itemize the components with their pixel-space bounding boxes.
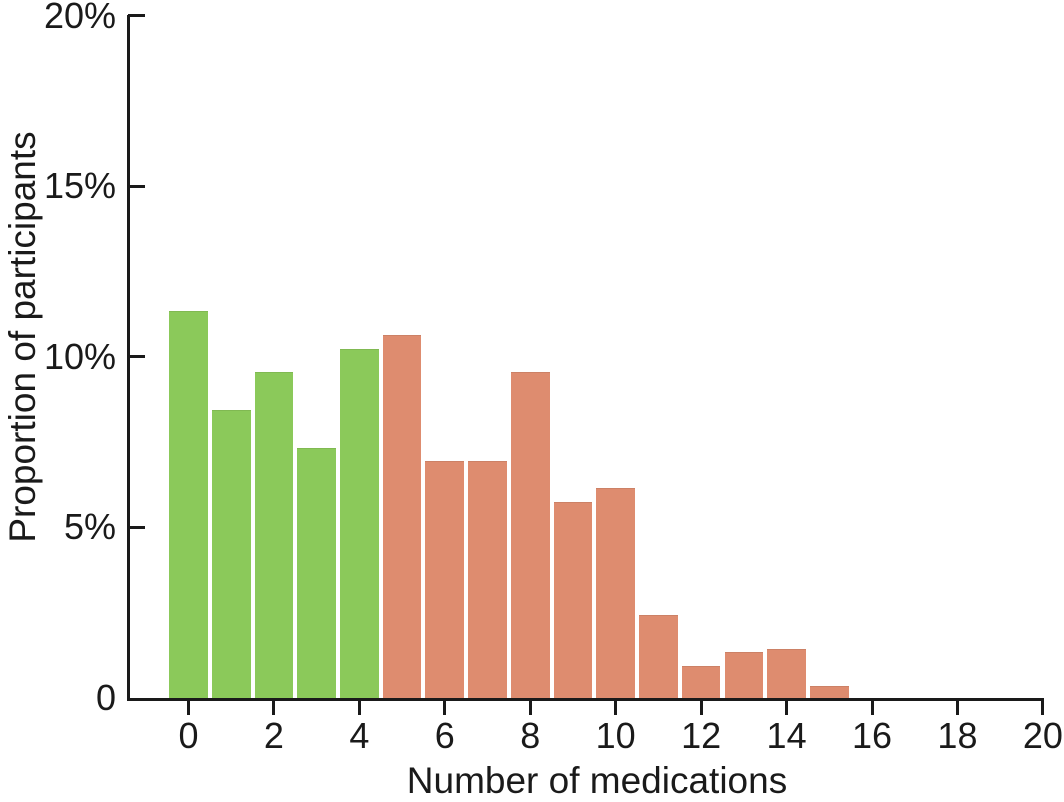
y-tick bbox=[128, 14, 145, 18]
x-tick bbox=[870, 698, 874, 715]
y-tick bbox=[128, 355, 145, 359]
bar bbox=[209, 407, 253, 698]
bar bbox=[252, 370, 296, 698]
x-tick-label: 16 bbox=[851, 715, 893, 756]
x-tick bbox=[357, 698, 361, 715]
y-tick bbox=[128, 525, 145, 529]
bar bbox=[466, 459, 509, 698]
bar bbox=[807, 684, 851, 698]
y-tick bbox=[128, 184, 145, 188]
bar bbox=[594, 486, 638, 698]
x-tick-label: 4 bbox=[349, 715, 370, 756]
bar bbox=[722, 650, 766, 698]
x-tick bbox=[1041, 698, 1045, 715]
bar bbox=[167, 309, 210, 698]
x-tick bbox=[699, 698, 703, 715]
y-tick-label: 20% bbox=[43, 0, 116, 36]
x-tick bbox=[443, 698, 447, 715]
bar bbox=[508, 370, 552, 698]
bar bbox=[338, 346, 381, 698]
y-tick-label: 5% bbox=[63, 506, 116, 548]
bar bbox=[765, 646, 808, 698]
bar bbox=[295, 445, 339, 698]
bar bbox=[423, 459, 467, 698]
x-tick-label: 10 bbox=[595, 715, 636, 756]
x-tick-label: 12 bbox=[681, 715, 722, 756]
bar bbox=[679, 663, 723, 698]
x-axis-line bbox=[126, 698, 1044, 701]
x-tick-label: 2 bbox=[263, 715, 284, 756]
x-axis-title: Number of medications bbox=[406, 760, 788, 801]
x-tick bbox=[785, 698, 789, 715]
x-tick bbox=[614, 698, 618, 715]
y-tick-label: 0 bbox=[95, 677, 116, 718]
x-tick-label: 20 bbox=[1022, 715, 1063, 756]
y-tick-label: 15% bbox=[43, 165, 116, 207]
x-tick bbox=[528, 698, 532, 715]
x-tick bbox=[955, 698, 959, 715]
x-tick-label: 14 bbox=[766, 715, 807, 756]
x-tick bbox=[272, 698, 276, 715]
bar bbox=[637, 612, 680, 698]
x-tick-label: 8 bbox=[520, 715, 541, 756]
bar bbox=[551, 500, 595, 698]
bar bbox=[380, 332, 424, 698]
y-tick-label: 10% bbox=[43, 335, 116, 377]
x-tick-label: 18 bbox=[937, 715, 978, 756]
x-tick-label: 0 bbox=[178, 715, 199, 756]
x-tick bbox=[187, 698, 190, 715]
x-tick-label: 6 bbox=[434, 715, 455, 756]
